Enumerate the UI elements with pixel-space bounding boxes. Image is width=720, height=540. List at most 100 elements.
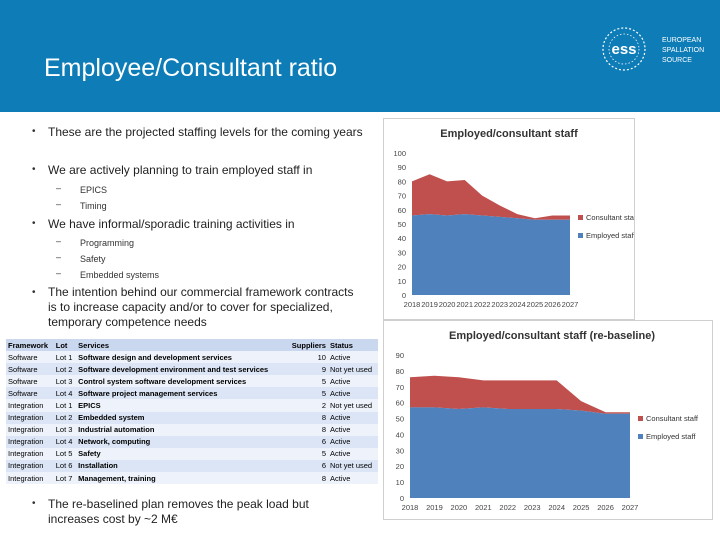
framework-cell: Software	[6, 375, 54, 388]
sub-bullet-text: Programming	[80, 238, 135, 248]
bullet-dot: •	[32, 498, 36, 509]
ess-logo: ess	[602, 27, 646, 71]
bullet-dot: •	[32, 126, 36, 137]
y-tick-label: 70	[398, 192, 406, 201]
status-cell: Not yet used	[327, 399, 378, 412]
lot-cell: Lot 6	[53, 459, 77, 473]
x-tick-label: 2025	[527, 300, 544, 309]
consultant-area	[412, 174, 570, 220]
legend-swatch-consultant	[638, 416, 643, 421]
y-tick-label: 60	[398, 206, 406, 215]
x-tick-label: 2020	[439, 300, 456, 309]
suppliers-cell: 9	[286, 363, 328, 376]
framework-table: Framework Lot Services Suppliers Status …	[6, 339, 378, 485]
col-header: Framework	[6, 339, 54, 352]
logo-ring-inner	[608, 33, 640, 65]
service-cell: Software design and development services	[76, 351, 287, 364]
y-tick-label: 40	[396, 430, 404, 439]
legend-label: Employed staff	[646, 432, 696, 441]
service-cell: Network, computing	[76, 435, 287, 448]
service-cell: Embedded system	[76, 411, 287, 424]
suppliers-cell: 10	[286, 351, 328, 364]
lot-cell: Lot 2	[53, 363, 77, 376]
slide-title: Employee/Consultant ratio	[44, 54, 338, 82]
logo-ring	[602, 27, 646, 71]
y-tick-label: 0	[400, 494, 404, 503]
bullet-text: We have informal/sporadic training activ…	[48, 217, 295, 231]
x-tick-label: 2027	[562, 300, 579, 309]
lot-cell: Lot 3	[53, 423, 77, 436]
sub-bullet-text: Embedded systems	[80, 270, 160, 280]
logo-line: EUROPEAN	[662, 37, 702, 44]
lot-cell: Lot 3	[53, 375, 77, 388]
framework-cell: Software	[6, 387, 54, 400]
y-tick-label: 40	[398, 234, 406, 243]
framework-cell: Integration	[6, 411, 54, 424]
y-tick-label: 30	[396, 446, 404, 455]
x-tick-label: 2023	[524, 503, 541, 512]
suppliers-cell: 5	[286, 447, 328, 460]
y-tick-label: 90	[396, 351, 404, 360]
y-tick-label: 50	[398, 220, 406, 229]
legend-label: Consultant staff	[586, 213, 634, 222]
bullet-list: • These are the projected staffing level…	[32, 125, 363, 526]
table-row: Software Lot 3 Control system software dev…	[6, 375, 378, 388]
y-tick-label: 0	[402, 291, 406, 300]
service-cell: Safety	[76, 447, 287, 460]
dash-marker: –	[56, 236, 62, 246]
x-tick-label: 2025	[573, 503, 590, 512]
service-cell: Installation	[76, 459, 287, 473]
bullet-dot: •	[32, 164, 36, 175]
consultant-area	[410, 375, 630, 414]
lot-cell: Lot 1	[53, 399, 77, 412]
bullet-text: The re-baselined plan removes the peak l…	[48, 497, 309, 526]
x-tick-label: 2021	[475, 503, 492, 512]
legend-swatch-consultant	[578, 215, 583, 220]
table-row: Integration Lot 1 EPICS 2 Not yet used	[6, 399, 378, 412]
framework-cell: Integration	[6, 423, 54, 436]
bullet-text: The intention behind our commercial fram…	[48, 285, 354, 329]
sub-bullet-text: EPICS	[80, 185, 108, 195]
framework-cell: Integration	[6, 435, 54, 448]
chart-title: Employed/consultant staff	[440, 128, 578, 140]
y-tick-label: 10	[398, 277, 406, 286]
x-tick-label: 2024	[509, 300, 526, 309]
x-tick-label: 2018	[402, 503, 419, 512]
y-tick-label: 90	[398, 163, 406, 172]
framework-cell: Software	[6, 363, 54, 376]
logo-text: EUROPEAN SPALLATION SOURCE	[662, 36, 704, 66]
table-row: Software Lot 2 Software development enviro…	[6, 363, 378, 376]
table-row: Software Lot 4 Software project management…	[6, 387, 378, 400]
y-tick-label: 10	[396, 478, 404, 487]
lot-cell: Lot 7	[53, 472, 77, 485]
legend-label: Consultant staff	[646, 414, 699, 423]
table-row: Integration Lot 4 Network, computing 6 Activ…	[6, 435, 378, 448]
rebaseline-chart: Employed/consultant staff (re-baseline) 0…	[383, 320, 713, 520]
col-header: Services	[76, 339, 287, 352]
framework-cell: Integration	[6, 459, 54, 473]
logo-line: SPALLATION	[662, 47, 705, 54]
legend-swatch-employed	[578, 233, 583, 238]
service-cell: EPICS	[76, 399, 287, 412]
table-row: Software Lot 1 Software design and develop…	[6, 351, 378, 364]
suppliers-cell: 8	[286, 423, 328, 436]
x-tick-label: 2022	[474, 300, 491, 309]
legend-swatch-employed	[638, 434, 643, 439]
x-tick-label: 2021	[456, 300, 473, 309]
suppliers-cell: 8	[286, 411, 328, 424]
table-row: Integration Lot 5 Safety 5 Active	[6, 447, 378, 460]
service-cell: Management, training	[76, 472, 287, 485]
status-cell: Active	[327, 435, 378, 448]
table-row: Integration Lot 3 Industrial automation 8 Ac…	[6, 423, 378, 436]
lot-cell: Lot 4	[53, 387, 77, 400]
suppliers-cell: 8	[286, 472, 328, 485]
status-cell: Active	[327, 447, 378, 460]
x-tick-label: 2023	[491, 300, 508, 309]
status-cell: Not yet used	[327, 363, 378, 376]
dash-marker: –	[56, 183, 62, 193]
status-cell: Active	[327, 351, 378, 364]
x-tick-label: 2020	[451, 503, 468, 512]
bullet-text: These are the projected staffing levels …	[48, 125, 363, 139]
col-header: Lot	[53, 339, 77, 352]
dash-marker: –	[56, 199, 62, 209]
